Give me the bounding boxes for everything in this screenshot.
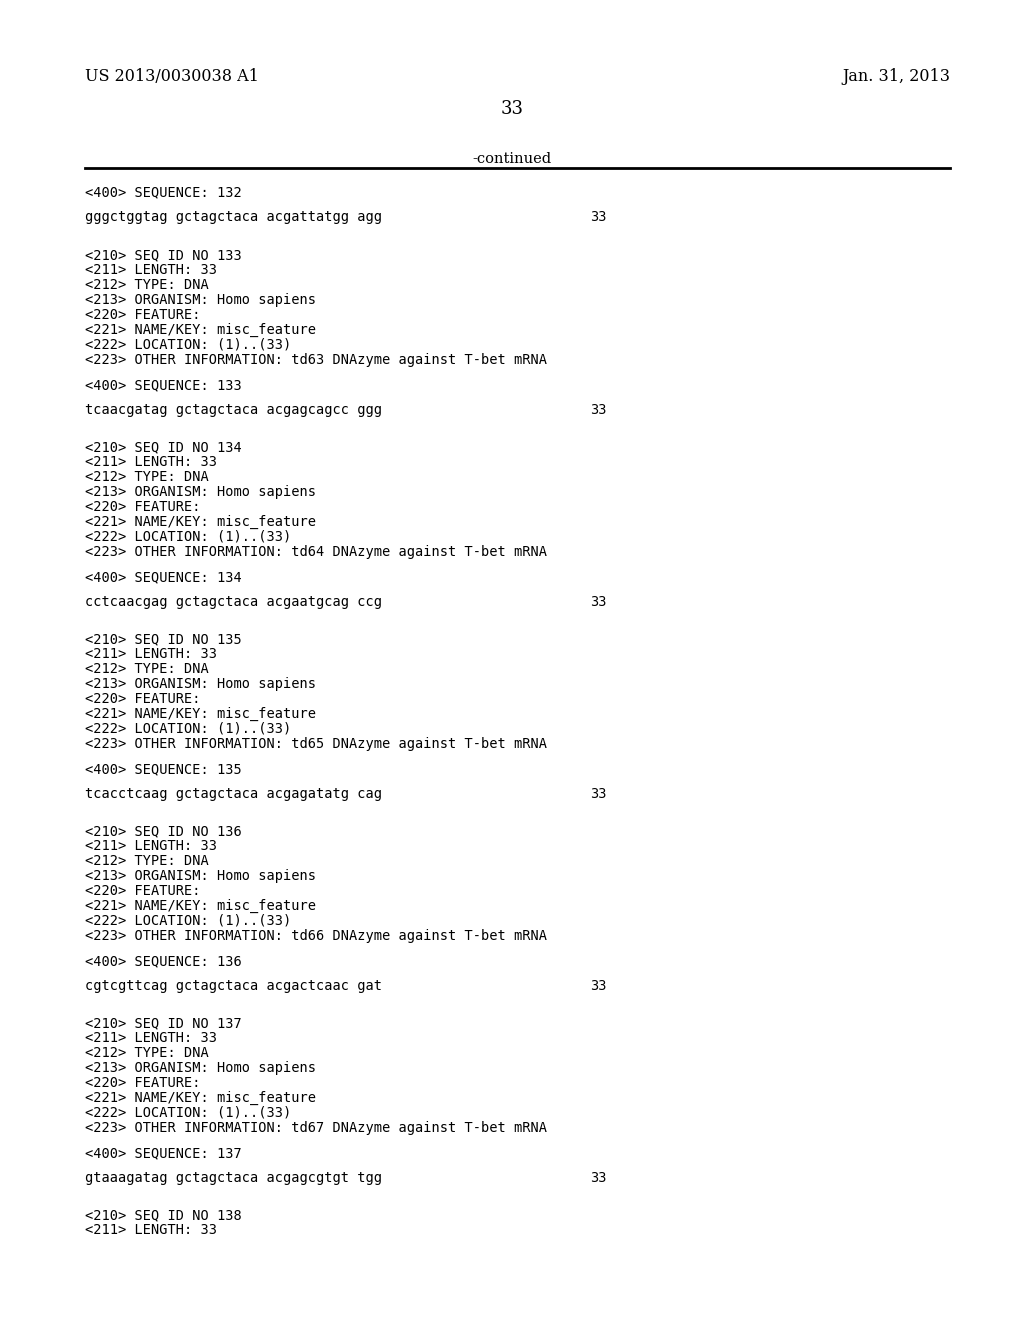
Text: <222> LOCATION: (1)..(33): <222> LOCATION: (1)..(33): [85, 1106, 291, 1119]
Text: <212> TYPE: DNA: <212> TYPE: DNA: [85, 470, 209, 484]
Text: <400> SEQUENCE: 134: <400> SEQUENCE: 134: [85, 570, 242, 583]
Text: <210> SEQ ID NO 136: <210> SEQ ID NO 136: [85, 824, 242, 838]
Text: Jan. 31, 2013: Jan. 31, 2013: [842, 69, 950, 84]
Text: tcaacgatag gctagctaca acgagcagcc ggg: tcaacgatag gctagctaca acgagcagcc ggg: [85, 403, 382, 417]
Text: 33: 33: [590, 979, 606, 993]
Text: <210> SEQ ID NO 134: <210> SEQ ID NO 134: [85, 440, 242, 454]
Text: <212> TYPE: DNA: <212> TYPE: DNA: [85, 854, 209, 869]
Text: <211> LENGTH: 33: <211> LENGTH: 33: [85, 1224, 217, 1237]
Text: <210> SEQ ID NO 137: <210> SEQ ID NO 137: [85, 1016, 242, 1030]
Text: 33: 33: [590, 787, 606, 801]
Text: <221> NAME/KEY: misc_feature: <221> NAME/KEY: misc_feature: [85, 708, 316, 721]
Text: <221> NAME/KEY: misc_feature: <221> NAME/KEY: misc_feature: [85, 323, 316, 337]
Text: <220> FEATURE:: <220> FEATURE:: [85, 884, 201, 898]
Text: <213> ORGANISM: Homo sapiens: <213> ORGANISM: Homo sapiens: [85, 677, 316, 690]
Text: <222> LOCATION: (1)..(33): <222> LOCATION: (1)..(33): [85, 913, 291, 928]
Text: <220> FEATURE:: <220> FEATURE:: [85, 1076, 201, 1090]
Text: <223> OTHER INFORMATION: td65 DNAzyme against T-bet mRNA: <223> OTHER INFORMATION: td65 DNAzyme ag…: [85, 737, 547, 751]
Text: gggctggtag gctagctaca acgattatgg agg: gggctggtag gctagctaca acgattatgg agg: [85, 210, 382, 224]
Text: 33: 33: [590, 1171, 606, 1185]
Text: <400> SEQUENCE: 136: <400> SEQUENCE: 136: [85, 954, 242, 968]
Text: 33: 33: [590, 403, 606, 417]
Text: <223> OTHER INFORMATION: td66 DNAzyme against T-bet mRNA: <223> OTHER INFORMATION: td66 DNAzyme ag…: [85, 929, 547, 942]
Text: <213> ORGANISM: Homo sapiens: <213> ORGANISM: Homo sapiens: [85, 869, 316, 883]
Text: <212> TYPE: DNA: <212> TYPE: DNA: [85, 1045, 209, 1060]
Text: <212> TYPE: DNA: <212> TYPE: DNA: [85, 279, 209, 292]
Text: <220> FEATURE:: <220> FEATURE:: [85, 308, 201, 322]
Text: 33: 33: [590, 210, 606, 224]
Text: <210> SEQ ID NO 138: <210> SEQ ID NO 138: [85, 1208, 242, 1222]
Text: <223> OTHER INFORMATION: td64 DNAzyme against T-bet mRNA: <223> OTHER INFORMATION: td64 DNAzyme ag…: [85, 545, 547, 558]
Text: <400> SEQUENCE: 137: <400> SEQUENCE: 137: [85, 1146, 242, 1160]
Text: cgtcgttcag gctagctaca acgactcaac gat: cgtcgttcag gctagctaca acgactcaac gat: [85, 979, 382, 993]
Text: <223> OTHER INFORMATION: td67 DNAzyme against T-bet mRNA: <223> OTHER INFORMATION: td67 DNAzyme ag…: [85, 1121, 547, 1135]
Text: <221> NAME/KEY: misc_feature: <221> NAME/KEY: misc_feature: [85, 1092, 316, 1105]
Text: <213> ORGANISM: Homo sapiens: <213> ORGANISM: Homo sapiens: [85, 484, 316, 499]
Text: <211> LENGTH: 33: <211> LENGTH: 33: [85, 455, 217, 469]
Text: <211> LENGTH: 33: <211> LENGTH: 33: [85, 1031, 217, 1045]
Text: gtaaagatag gctagctaca acgagcgtgt tgg: gtaaagatag gctagctaca acgagcgtgt tgg: [85, 1171, 382, 1185]
Text: <212> TYPE: DNA: <212> TYPE: DNA: [85, 663, 209, 676]
Text: <221> NAME/KEY: misc_feature: <221> NAME/KEY: misc_feature: [85, 899, 316, 913]
Text: <220> FEATURE:: <220> FEATURE:: [85, 500, 201, 513]
Text: <400> SEQUENCE: 132: <400> SEQUENCE: 132: [85, 185, 242, 199]
Text: <211> LENGTH: 33: <211> LENGTH: 33: [85, 263, 217, 277]
Text: <222> LOCATION: (1)..(33): <222> LOCATION: (1)..(33): [85, 722, 291, 737]
Text: <210> SEQ ID NO 133: <210> SEQ ID NO 133: [85, 248, 242, 261]
Text: <222> LOCATION: (1)..(33): <222> LOCATION: (1)..(33): [85, 338, 291, 352]
Text: <211> LENGTH: 33: <211> LENGTH: 33: [85, 647, 217, 661]
Text: <222> LOCATION: (1)..(33): <222> LOCATION: (1)..(33): [85, 531, 291, 544]
Text: <213> ORGANISM: Homo sapiens: <213> ORGANISM: Homo sapiens: [85, 1061, 316, 1074]
Text: <400> SEQUENCE: 135: <400> SEQUENCE: 135: [85, 762, 242, 776]
Text: <213> ORGANISM: Homo sapiens: <213> ORGANISM: Homo sapiens: [85, 293, 316, 308]
Text: tcacctcaag gctagctaca acgagatatg cag: tcacctcaag gctagctaca acgagatatg cag: [85, 787, 382, 801]
Text: 33: 33: [501, 100, 523, 117]
Text: US 2013/0030038 A1: US 2013/0030038 A1: [85, 69, 259, 84]
Text: <223> OTHER INFORMATION: td63 DNAzyme against T-bet mRNA: <223> OTHER INFORMATION: td63 DNAzyme ag…: [85, 352, 547, 367]
Text: <210> SEQ ID NO 135: <210> SEQ ID NO 135: [85, 632, 242, 645]
Text: <211> LENGTH: 33: <211> LENGTH: 33: [85, 840, 217, 853]
Text: <221> NAME/KEY: misc_feature: <221> NAME/KEY: misc_feature: [85, 515, 316, 529]
Text: 33: 33: [590, 595, 606, 609]
Text: <400> SEQUENCE: 133: <400> SEQUENCE: 133: [85, 378, 242, 392]
Text: <220> FEATURE:: <220> FEATURE:: [85, 692, 201, 706]
Text: cctcaacgag gctagctaca acgaatgcag ccg: cctcaacgag gctagctaca acgaatgcag ccg: [85, 595, 382, 609]
Text: -continued: -continued: [472, 152, 552, 166]
